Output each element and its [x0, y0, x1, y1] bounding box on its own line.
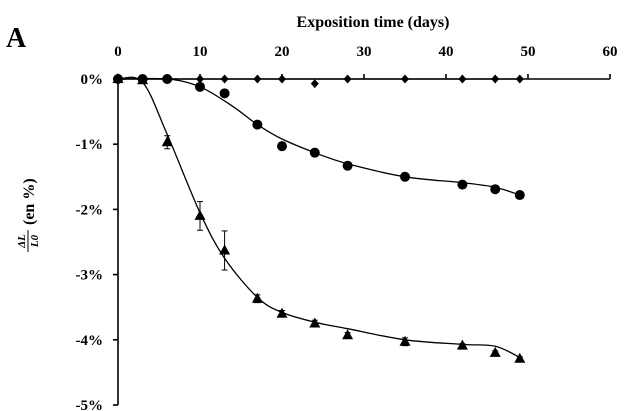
y-tick-label: 0%	[81, 72, 104, 88]
point-triangle	[514, 352, 526, 363]
trend-line-circle	[117, 77, 520, 196]
panel-label: A	[6, 23, 27, 54]
y-label-numerator: ΔL	[16, 234, 28, 249]
point-triangle	[137, 74, 149, 85]
point-triangle	[399, 335, 411, 346]
x-tick-label: 20	[275, 44, 290, 60]
point-diamond	[458, 74, 467, 84]
x-tick-label: 50	[521, 44, 536, 60]
x-tick-label: 10	[193, 44, 208, 60]
point-diamond	[401, 74, 409, 84]
point-triangle	[456, 339, 468, 350]
y-tick-label: -2%	[76, 202, 104, 218]
point-triangle	[489, 346, 501, 357]
point-circle	[219, 88, 230, 99]
point-triangle	[342, 329, 354, 340]
plot-area: 0 10 20 30 40 50 60 0% -1% -2% -3% -4% -5%	[76, 44, 618, 411]
point-diamond	[515, 74, 524, 84]
point-circle	[400, 171, 410, 182]
y-label-suffix: (en %)	[21, 178, 38, 225]
point-circle	[490, 184, 501, 195]
point-circle	[277, 141, 287, 152]
point-triangle	[276, 307, 288, 318]
point-triangle	[219, 244, 231, 255]
x-axis-title: Exposition time (days)	[297, 14, 450, 31]
point-diamond	[196, 74, 204, 84]
point-diamond	[310, 79, 319, 89]
point-triangle	[194, 209, 206, 220]
y-tick-label: -4%	[76, 333, 104, 349]
x-tick-label: 0	[114, 44, 122, 60]
x-tick-label: 30	[357, 44, 372, 60]
point-diamond	[278, 74, 286, 84]
y-label-denominator: L0	[29, 234, 41, 248]
point-triangle	[251, 292, 263, 303]
x-tick-label: 40	[439, 44, 454, 60]
point-triangle	[161, 136, 173, 147]
trend-line-triangle	[117, 76, 521, 358]
point-diamond	[491, 74, 500, 84]
point-circle	[457, 179, 468, 190]
y-axis-label: ΔL L0 (en %)	[16, 178, 41, 252]
y-tick-label: -1%	[76, 137, 104, 153]
point-diamond	[253, 74, 262, 84]
point-diamond	[220, 74, 229, 84]
y-tick-label: -5%	[76, 398, 104, 411]
point-circle	[309, 147, 320, 158]
point-triangle	[112, 73, 124, 83]
point-circle	[162, 74, 173, 84]
point-triangle	[309, 317, 321, 328]
point-circle	[514, 190, 525, 201]
x-tick-label: 60	[603, 44, 618, 60]
point-circle	[252, 119, 263, 130]
point-diamond	[343, 74, 352, 84]
y-tick-label: -3%	[76, 268, 104, 284]
point-circle	[195, 81, 205, 92]
point-circle	[342, 160, 353, 171]
